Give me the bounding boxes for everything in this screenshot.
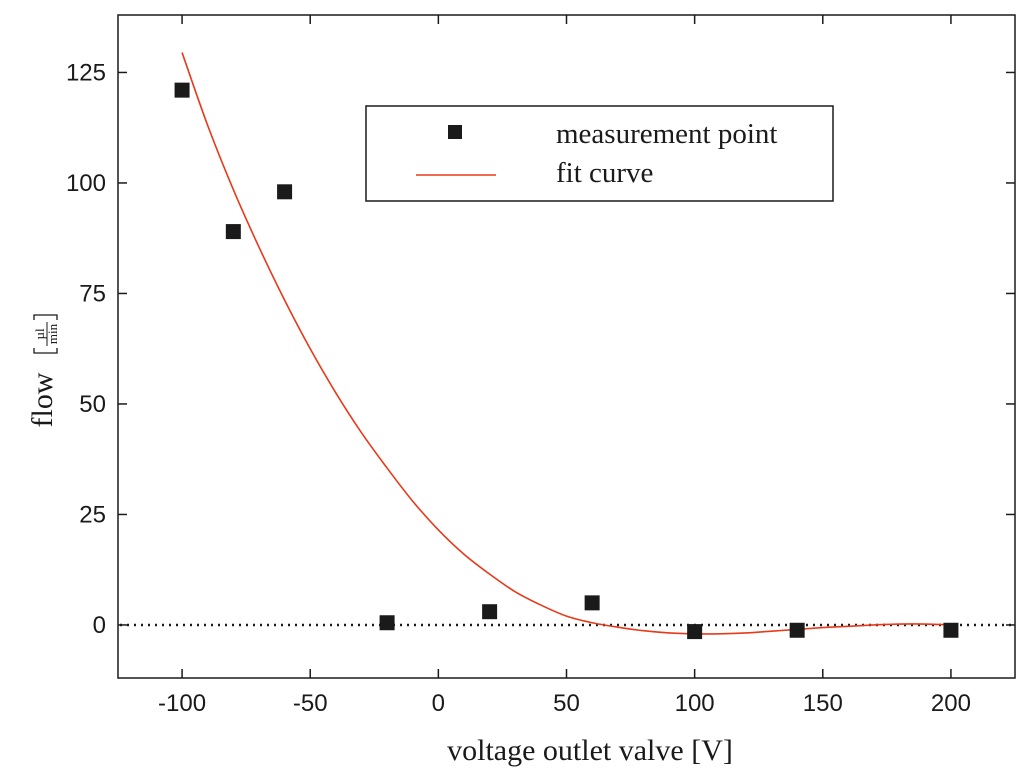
x-tick-label: -100 bbox=[158, 690, 206, 717]
fit-curve-line bbox=[181, 52, 951, 635]
x-tick-label: 200 bbox=[931, 690, 971, 717]
x-tick-label: 50 bbox=[553, 690, 580, 717]
y-tick-label: 75 bbox=[79, 280, 106, 307]
measurement-point bbox=[379, 615, 395, 631]
measurement-point bbox=[943, 622, 959, 638]
x-tick-label: -50 bbox=[293, 690, 328, 717]
measurement-point bbox=[584, 595, 600, 611]
unit-bracket-right bbox=[33, 314, 58, 320]
x-axis-title: voltage outlet valve [V] bbox=[447, 734, 733, 767]
y-axis-label: flow bbox=[26, 372, 59, 427]
x-tick-label: 150 bbox=[803, 690, 843, 717]
x-tick-label: 0 bbox=[432, 690, 445, 717]
measurement-point bbox=[174, 82, 190, 98]
y-axis-ticks: 0 25 50 75 100 125 bbox=[66, 59, 1015, 639]
y-axis-title: flow µl min bbox=[26, 314, 60, 428]
y-tick-label: 100 bbox=[66, 170, 106, 197]
x-axis-ticks: -100 -50 0 50 100 150 200 bbox=[158, 15, 971, 717]
unit-bracket-left bbox=[33, 348, 58, 354]
y-tick-label: 125 bbox=[66, 59, 106, 86]
unit-numerator: µl bbox=[32, 328, 47, 339]
legend-label-fit: fit curve bbox=[556, 157, 653, 189]
measurement-point bbox=[789, 622, 805, 638]
y-tick-label: 50 bbox=[79, 391, 106, 418]
y-tick-label: 0 bbox=[93, 612, 106, 639]
measurement-point bbox=[687, 624, 703, 640]
legend: measurement point fit curve bbox=[365, 105, 834, 202]
measurement-point bbox=[225, 224, 241, 240]
legend-square-marker bbox=[448, 125, 462, 139]
measurement-point bbox=[277, 184, 293, 200]
unit-denominator: min bbox=[45, 323, 60, 344]
y-tick-label: 25 bbox=[79, 501, 106, 528]
y-axis-unit: µl min bbox=[32, 314, 60, 354]
legend-label-measurement: measurement point bbox=[556, 118, 777, 150]
measurement-point bbox=[482, 604, 498, 620]
legend-box bbox=[365, 105, 834, 202]
x-tick-label: 100 bbox=[675, 690, 715, 717]
measurement-points bbox=[174, 82, 959, 640]
